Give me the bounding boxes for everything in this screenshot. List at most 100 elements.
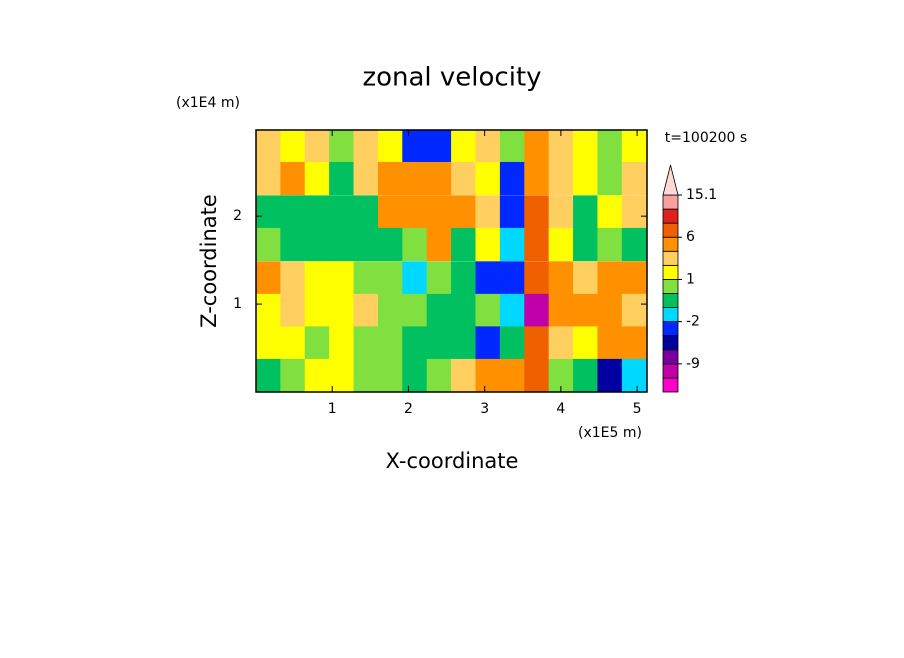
- x-axis-label: X-coordinate: [386, 449, 519, 473]
- x-tick-label: 4: [556, 401, 565, 417]
- contour-cell: [377, 161, 403, 196]
- contour-cell: [524, 161, 550, 196]
- contour-cell: [329, 358, 355, 393]
- contour-cell: [548, 195, 574, 229]
- contour-cell: [255, 195, 281, 229]
- contour-cell: [426, 326, 452, 360]
- contour-cell: [255, 227, 281, 262]
- contour-cell: [597, 326, 623, 360]
- contour-cell: [475, 195, 501, 229]
- contour-cell: [402, 161, 428, 196]
- contour-cell: [524, 129, 550, 163]
- contour-cell: [475, 161, 501, 196]
- contour-cell: [524, 227, 550, 262]
- contour-cell: [377, 261, 403, 295]
- contour-cell: [597, 161, 623, 196]
- contour-cell: [621, 227, 647, 262]
- contour-cell: [475, 326, 501, 360]
- plot-frame: [255, 129, 648, 393]
- contour-cell: [426, 227, 452, 262]
- colorbar-segment: [662, 377, 679, 393]
- contour-cell: [499, 293, 525, 328]
- contour-cell: [475, 261, 501, 295]
- chart-title: zonal velocity: [362, 63, 541, 93]
- colorbar-segment: [662, 321, 679, 337]
- contour-cell: [402, 129, 428, 163]
- contour-cell: [255, 326, 281, 360]
- contour-cell: [255, 358, 281, 393]
- contour-cell: [280, 129, 306, 163]
- contour-cell: [499, 195, 525, 229]
- contour-cell: [548, 261, 574, 295]
- contour-cell: [377, 326, 403, 360]
- contour-cell: [304, 326, 330, 360]
- colorbar-segment: [662, 349, 679, 365]
- contour-cell: [329, 195, 355, 229]
- contour-cell: [475, 129, 501, 163]
- contour-cell: [573, 261, 598, 295]
- contour-cell: [329, 261, 355, 295]
- contour-cell: [597, 195, 623, 229]
- contour-cell: [499, 161, 525, 196]
- contour-cell: [377, 227, 403, 262]
- contour-cell: [353, 129, 379, 163]
- contour-cell: [524, 358, 550, 393]
- y-axis-label: Z-coordinate: [197, 194, 221, 328]
- contour-cell: [329, 326, 355, 360]
- contour-cell: [402, 326, 428, 360]
- colorbar-segment: [662, 307, 679, 323]
- contour-cell: [280, 227, 306, 262]
- contour-cell: [329, 293, 355, 328]
- contour-cell: [304, 161, 330, 196]
- contour-cell: [329, 129, 355, 163]
- contour-cell: [451, 261, 477, 295]
- contour-cell: [573, 129, 598, 163]
- colorbar-segment: [662, 222, 679, 238]
- contour-cell: [548, 293, 574, 328]
- contour-cell: [255, 293, 281, 328]
- contour-cell: [475, 358, 501, 393]
- contour-cell: [573, 358, 598, 393]
- contour-cell: [573, 195, 598, 229]
- contour-cell: [451, 293, 477, 328]
- contour-cell: [402, 358, 428, 393]
- colorbar-label: -9: [686, 356, 700, 372]
- contour-cell: [451, 326, 477, 360]
- contour-cell: [475, 293, 501, 328]
- contour-cell: [280, 326, 306, 360]
- contour-cell: [353, 326, 379, 360]
- colorbar-segment: [662, 194, 679, 210]
- contour-cell: [377, 358, 403, 393]
- colorbar-segment: [662, 208, 679, 224]
- contour-cell: [426, 195, 452, 229]
- contour-cell: [304, 358, 330, 393]
- contour-cell: [426, 129, 452, 163]
- contour-cell: [426, 358, 452, 393]
- contour-cell: [280, 293, 306, 328]
- contour-cell: [426, 293, 452, 328]
- contour-cell: [280, 358, 306, 393]
- contour-cell: [353, 261, 379, 295]
- contour-cell: [402, 261, 428, 295]
- contour-cell: [524, 293, 550, 328]
- contour-cell: [573, 227, 598, 262]
- contour-cell: [524, 195, 550, 229]
- contour-cell: [621, 261, 647, 295]
- colorbar-extend: [662, 164, 679, 196]
- contour-cell: [451, 161, 477, 196]
- contour-cell: [621, 195, 647, 229]
- contour-cell: [304, 227, 330, 262]
- contour-cell: [621, 326, 647, 360]
- contour-cell: [621, 358, 647, 393]
- y-unit: (x1E4 m): [176, 95, 240, 111]
- colorbar-segment: [662, 279, 679, 294]
- contour-cell: [451, 227, 477, 262]
- y-tick-label: 2: [233, 208, 242, 224]
- contour-cell: [451, 195, 477, 229]
- contour-cell: [499, 227, 525, 262]
- contour-cell: [597, 358, 623, 393]
- contour-cell: [573, 326, 598, 360]
- x-unit: (x1E5 m): [578, 425, 642, 441]
- x-tick-label: 3: [480, 401, 489, 417]
